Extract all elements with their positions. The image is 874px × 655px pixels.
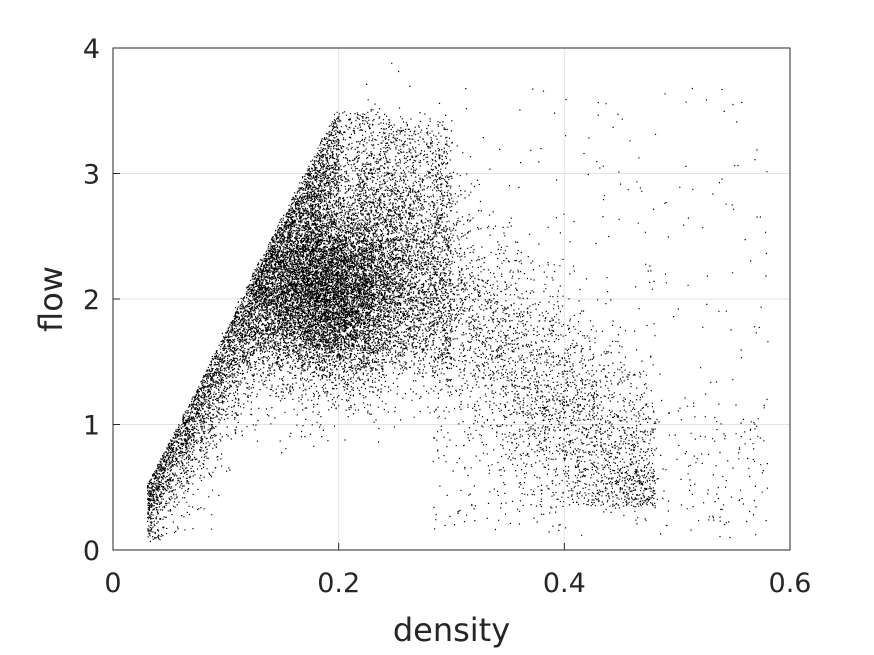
y-tick-label: 2 — [83, 285, 100, 316]
y-tick-label: 0 — [83, 536, 100, 567]
x-axis-label: density — [393, 611, 510, 649]
x-tick-label: 0.4 — [543, 568, 586, 599]
y-axis-label: flow — [32, 266, 70, 332]
data-points — [146, 62, 769, 543]
tick-labels: 0 0.2 0.4 0.6 0 1 2 3 4 — [83, 34, 812, 599]
y-tick-label: 4 — [83, 34, 100, 65]
x-tick-label: 0 — [104, 568, 121, 599]
grid-lines — [113, 48, 790, 550]
x-tick-label: 0.2 — [317, 568, 360, 599]
x-tick-label: 0.6 — [769, 568, 812, 599]
y-tick-label: 1 — [83, 411, 100, 442]
scatter-points — [146, 62, 769, 543]
y-tick-label: 3 — [83, 160, 100, 191]
axes — [112, 47, 791, 551]
